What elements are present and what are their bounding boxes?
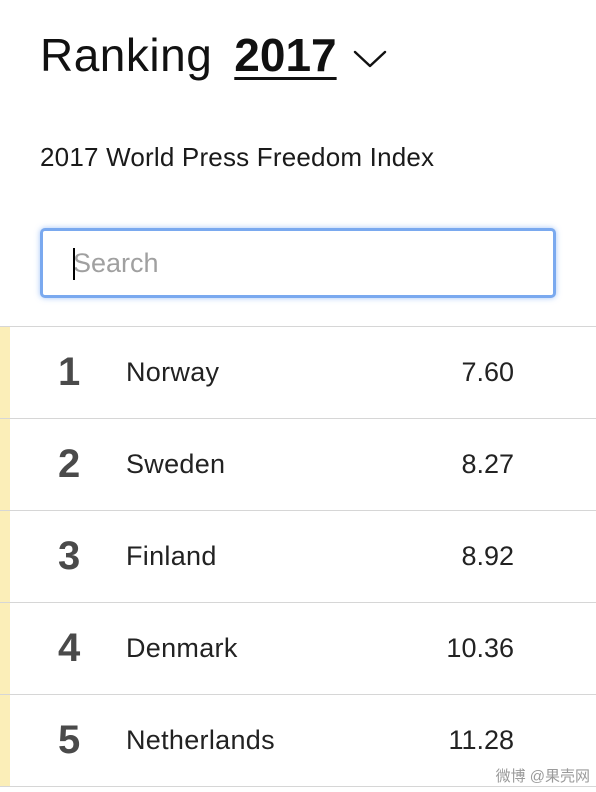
- row-accent-bar: [0, 419, 10, 510]
- country-name: Denmark: [126, 633, 238, 663]
- table-row[interactable]: 1 Norway 7.60: [0, 327, 596, 419]
- row-accent-bar: [0, 511, 10, 602]
- country-name: Norway: [126, 357, 220, 387]
- score-value: 11.28: [448, 725, 514, 755]
- index-subtitle: 2017 World Press Freedom Index: [40, 142, 435, 172]
- score-value: 7.60: [461, 357, 514, 387]
- table-row[interactable]: 3 Finland 8.92: [0, 511, 596, 603]
- ranking-list: 1 Norway 7.60 2 Sweden 8.27 3 Finland 8.…: [0, 326, 596, 787]
- rank-number: 5: [58, 718, 81, 762]
- table-row[interactable]: 5 Netherlands 11.28: [0, 695, 596, 787]
- score-value: 10.36: [446, 633, 514, 663]
- page-title: Ranking: [40, 29, 213, 81]
- rank-number: 2: [58, 442, 81, 486]
- selected-year[interactable]: 2017: [234, 29, 337, 81]
- page-header: Ranking 2017: [40, 28, 387, 82]
- country-name: Sweden: [126, 449, 226, 479]
- year-dropdown[interactable]: 2017: [234, 28, 386, 82]
- row-accent-bar: [0, 327, 10, 418]
- country-name: Finland: [126, 541, 217, 571]
- table-row[interactable]: 4 Denmark 10.36: [0, 603, 596, 695]
- row-accent-bar: [0, 603, 10, 694]
- rank-number: 4: [58, 626, 81, 670]
- score-value: 8.27: [461, 449, 514, 479]
- rank-number: 1: [58, 350, 81, 394]
- rank-number: 3: [58, 534, 81, 578]
- chevron-down-icon[interactable]: [353, 49, 387, 69]
- score-value: 8.92: [461, 541, 514, 571]
- search-box[interactable]: [40, 228, 556, 298]
- text-caret: [73, 248, 75, 280]
- watermark-text: 微博 @果壳网: [495, 768, 590, 785]
- row-accent-bar: [0, 695, 10, 786]
- search-input[interactable]: [43, 231, 553, 295]
- table-row[interactable]: 2 Sweden 8.27: [0, 419, 596, 511]
- country-name: Netherlands: [126, 725, 275, 755]
